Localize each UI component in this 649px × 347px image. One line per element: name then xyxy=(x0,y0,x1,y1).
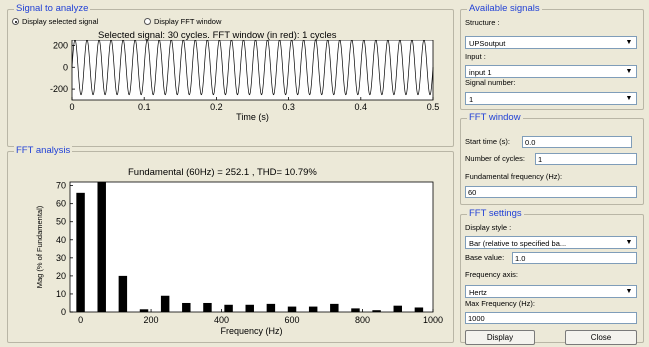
fft-bar xyxy=(160,295,170,312)
display-signal-radio[interactable]: Display selected signal xyxy=(12,17,98,26)
number-of-cycles-label: Number of cycles: xyxy=(465,154,526,163)
signal-series-line xyxy=(71,40,434,96)
input-label: Input : xyxy=(465,52,486,61)
fft-plot-area xyxy=(69,181,434,313)
signal-plot: 0 0.1 0.2 0.3 0.4 0.5 200 0 -200 Time (s) xyxy=(8,40,448,145)
chevron-down-icon: ▼ xyxy=(625,239,633,246)
max-frequency-label: Max Frequency (Hz): xyxy=(465,299,536,308)
fft-x-tick-label: 800 xyxy=(355,315,370,325)
input-value: input 1 xyxy=(469,68,492,77)
signal-to-analyze-panel: Signal to analyze Display selected signa… xyxy=(7,3,454,147)
fft-x-tick-label: 600 xyxy=(285,315,300,325)
number-of-cycles-input[interactable]: 1 xyxy=(535,153,637,165)
fft-plot-title: Fundamental (60Hz) = 252.1 , THD= 10.79% xyxy=(128,167,317,178)
signal-x-tick-label: 0.2 xyxy=(210,102,223,112)
signal-plot-title: Selected signal: 30 cycles. FFT window (… xyxy=(98,30,337,41)
chevron-down-icon: ▼ xyxy=(625,39,633,46)
fft-plot: 0 200 400 600 800 1000 0 10 20 30 40 50 60 70 Frequenc… xyxy=(8,177,448,339)
display-fft-window-label: Display FFT window xyxy=(154,17,222,26)
chevron-down-icon: ▼ xyxy=(625,95,633,102)
fft-x-tick-label: 400 xyxy=(214,315,229,325)
base-value-label: Base value: xyxy=(465,253,505,262)
input-dropdown[interactable]: input 1 ▼ xyxy=(465,65,637,78)
max-frequency-input[interactable]: 1000 xyxy=(465,312,637,324)
fft-bar xyxy=(308,306,318,312)
fft-x-tick-label: 0 xyxy=(78,315,83,325)
structure-dropdown[interactable]: UPSoutput ▼ xyxy=(465,36,637,49)
fft-bar xyxy=(266,303,276,312)
fft-y-tick-label: 20 xyxy=(56,271,66,281)
close-button[interactable]: Close xyxy=(565,330,637,345)
signal-number-label: Signal number: xyxy=(465,78,516,87)
signal-x-axis-label: Time (s) xyxy=(236,112,269,122)
radio-selected-icon xyxy=(12,18,19,25)
fft-y-axis-label: Mag (% of Fundamental) xyxy=(35,205,44,288)
display-style-value: Bar (relative to specified ba... xyxy=(469,239,567,248)
signal-panel-legend: Signal to analyze xyxy=(14,3,91,15)
fft-bar xyxy=(139,309,149,312)
signal-y-tick-label: 0 xyxy=(63,62,68,72)
fft-bar xyxy=(76,192,85,312)
signal-y-tick-label: -200 xyxy=(50,84,68,94)
fundamental-frequency-input[interactable]: 60 xyxy=(465,186,637,198)
display-style-dropdown[interactable]: Bar (relative to specified ba... ▼ xyxy=(465,236,637,249)
frequency-axis-value: Hertz xyxy=(469,288,487,297)
start-time-label: Start time (s): xyxy=(465,137,511,146)
fft-bar xyxy=(351,308,360,312)
fft-bar xyxy=(97,182,106,312)
fft-window-legend: FFT window xyxy=(467,112,523,124)
fft-settings-legend: FFT settings xyxy=(467,208,524,220)
chevron-down-icon: ▼ xyxy=(625,68,633,75)
fft-y-tick-label: 50 xyxy=(56,217,66,227)
available-signals-panel: Available signals Structure : UPSoutput … xyxy=(460,3,644,110)
chevron-down-icon: ▼ xyxy=(625,288,633,295)
fft-bar xyxy=(118,275,128,312)
signal-x-tick-label: 0.4 xyxy=(355,102,368,112)
structure-label: Structure : xyxy=(465,18,500,27)
signal-number-dropdown[interactable]: 1 ▼ xyxy=(465,92,637,105)
signal-x-tick-label: 0.5 xyxy=(427,102,440,112)
available-signals-legend: Available signals xyxy=(467,3,542,15)
signal-x-tick-label: 0 xyxy=(69,102,74,112)
fft-y-tick-label: 60 xyxy=(56,199,66,209)
fft-x-axis-label: Frequency (Hz) xyxy=(220,326,282,336)
display-style-label: Display style : xyxy=(465,223,512,232)
display-signal-label: Display selected signal xyxy=(22,17,99,26)
fft-y-tick-label: 70 xyxy=(56,181,66,191)
fft-analysis-panel: FFT analysis Fundamental (60Hz) = 252.1 … xyxy=(7,145,454,343)
fft-bar xyxy=(245,304,254,312)
fft-bar xyxy=(372,310,381,312)
fft-bar xyxy=(224,304,233,312)
fft-window-panel: FFT window Start time (s): 0.0 Number of… xyxy=(460,112,644,205)
display-button[interactable]: Display xyxy=(465,330,535,345)
fft-panel-legend: FFT analysis xyxy=(14,145,73,157)
fft-plot-svg: 0 200 400 600 800 1000 0 10 20 30 40 50 60 70 Frequenc… xyxy=(35,181,443,336)
signal-x-tick-label: 0.1 xyxy=(138,102,151,112)
base-value-input[interactable]: 1.0 xyxy=(512,252,637,264)
radio-unselected-icon xyxy=(144,18,151,25)
frequency-axis-label: Frequency axis: xyxy=(465,270,518,279)
structure-value: UPSoutput xyxy=(469,39,506,48)
fft-y-tick-label: 10 xyxy=(56,289,66,299)
fft-y-tick-label: 40 xyxy=(56,235,66,245)
fft-bar xyxy=(414,307,424,312)
fft-bar xyxy=(393,305,402,312)
fundamental-frequency-label: Fundamental frequency (Hz): xyxy=(465,172,563,181)
start-time-input[interactable]: 0.0 xyxy=(522,136,632,148)
fft-bar xyxy=(203,302,212,312)
signal-number-value: 1 xyxy=(469,95,474,104)
fft-settings-panel: FFT settings Display style : Bar (relati… xyxy=(460,208,644,345)
display-fft-window-radio[interactable]: Display FFT window xyxy=(144,17,221,26)
signal-y-tick-label: 200 xyxy=(53,40,68,50)
signal-x-tick-label: 0.3 xyxy=(282,102,295,112)
fft-y-tick-label: 30 xyxy=(56,253,66,263)
fft-x-tick-label: 1000 xyxy=(423,315,443,325)
fft-x-tick-label: 200 xyxy=(144,315,159,325)
fft-y-tick-label: 0 xyxy=(61,307,66,317)
fft-bar xyxy=(182,302,191,312)
fft-bar xyxy=(330,303,339,312)
frequency-axis-dropdown[interactable]: Hertz ▼ xyxy=(465,285,637,298)
